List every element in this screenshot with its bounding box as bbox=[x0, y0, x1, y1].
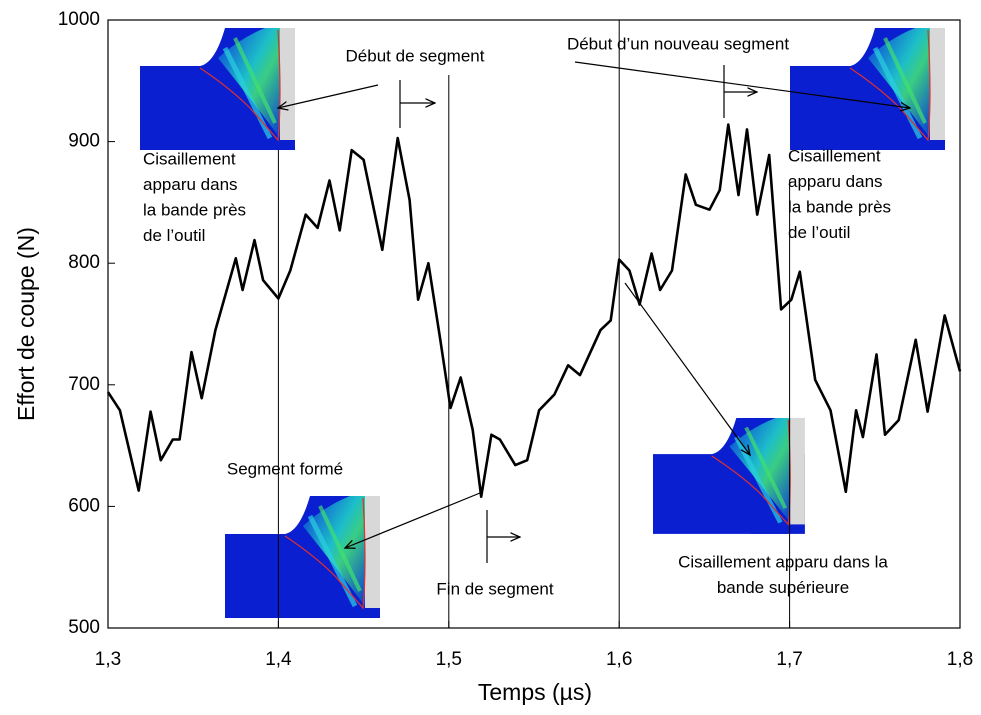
simulation-images bbox=[140, 28, 945, 618]
simulation-image bbox=[790, 28, 945, 150]
y-tick-label: 800 bbox=[68, 252, 100, 273]
annotation: Cisaillement apparu dans la bbox=[678, 552, 888, 571]
simulation-image bbox=[140, 28, 295, 150]
annotation: Début de segment bbox=[346, 46, 485, 65]
y-tick-label: 900 bbox=[68, 131, 100, 152]
x-axis-title: Temps (µs) bbox=[478, 679, 592, 705]
y-axis-title: Effort de coupe (N) bbox=[13, 227, 39, 421]
x-tick-label: 1,6 bbox=[606, 649, 632, 670]
annotation: de l’outil bbox=[788, 223, 850, 242]
y-tick-label: 700 bbox=[68, 374, 100, 395]
plot-frame bbox=[107, 19, 961, 629]
x-tick-label: 1,8 bbox=[947, 649, 973, 670]
annotation: Cisaillement bbox=[143, 149, 236, 168]
annotation: apparu dans bbox=[788, 172, 883, 191]
y-tick-label: 1000 bbox=[58, 9, 100, 30]
annotation: Cisaillement bbox=[788, 146, 881, 165]
arrow bbox=[278, 84, 379, 108]
annotation: Fin de segment bbox=[436, 579, 553, 598]
annotation: apparu dans bbox=[143, 175, 238, 194]
simulation-image bbox=[653, 418, 805, 534]
y-tick-label: 500 bbox=[68, 617, 100, 638]
arrows bbox=[278, 61, 910, 563]
annotation: Segment formé bbox=[227, 459, 343, 478]
arrow bbox=[345, 492, 481, 548]
annotation: bande supérieure bbox=[717, 578, 849, 597]
x-tick-label: 1,3 bbox=[95, 649, 121, 670]
annotation: Début d’un nouveau segment bbox=[567, 34, 789, 53]
x-tick-label: 1,7 bbox=[776, 649, 802, 670]
y-tick-label: 600 bbox=[68, 495, 100, 516]
arrow bbox=[624, 282, 750, 455]
simulation-image bbox=[225, 496, 380, 618]
x-tick-label: 1,5 bbox=[436, 649, 462, 670]
arrow bbox=[574, 61, 910, 108]
x-tick-label: 1,4 bbox=[265, 649, 292, 670]
annotation: la bande près bbox=[143, 200, 246, 219]
data-line bbox=[106, 123, 962, 498]
annotation: la bande près bbox=[788, 197, 891, 216]
annotation: de l’outil bbox=[143, 226, 205, 245]
